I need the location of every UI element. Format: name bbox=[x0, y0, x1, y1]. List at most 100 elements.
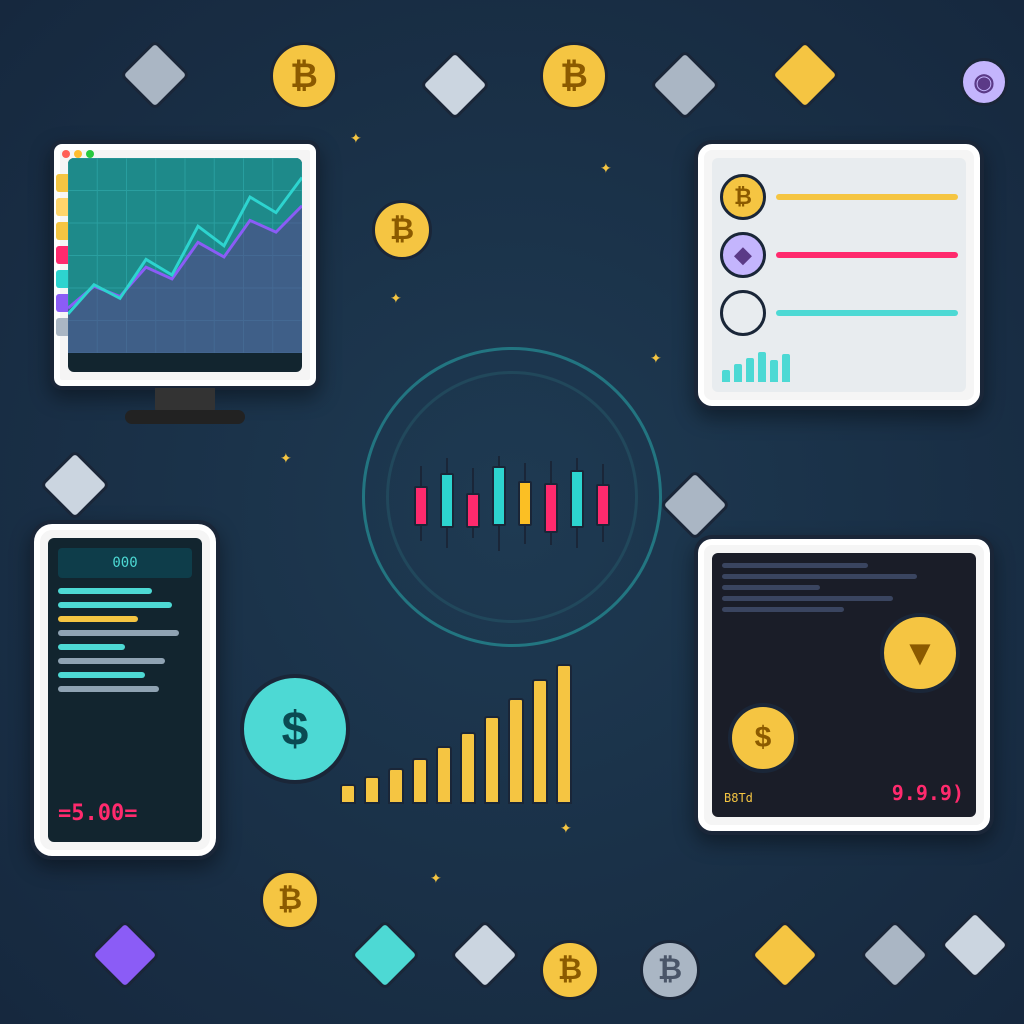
tablet2-text-line bbox=[722, 596, 893, 601]
window-controls bbox=[62, 150, 94, 158]
candle bbox=[414, 466, 428, 541]
coin-large-icon: ▼ bbox=[880, 613, 960, 693]
candle bbox=[544, 461, 558, 545]
mini-bar bbox=[758, 352, 766, 382]
bar bbox=[412, 758, 428, 804]
sparkle-icon: ✦ bbox=[650, 350, 662, 367]
dot-close-icon bbox=[62, 150, 70, 158]
tablet1-screen: ₿ ◆ bbox=[712, 158, 966, 392]
phone-header: 000 bbox=[58, 548, 192, 578]
coin-icon: ₿ bbox=[372, 200, 432, 260]
candle bbox=[570, 458, 584, 548]
desktop-monitor bbox=[50, 140, 320, 390]
sparkle-icon: ✦ bbox=[430, 870, 442, 887]
coin-list-row: ₿ bbox=[712, 168, 966, 226]
dot-min-icon bbox=[74, 150, 82, 158]
dollar-badge-icon: $ bbox=[240, 674, 350, 784]
cube-icon bbox=[650, 50, 721, 121]
phone-text-line bbox=[58, 644, 125, 650]
coin-list: ₿ ◆ bbox=[712, 158, 966, 342]
phone-price-value: =5.00= bbox=[58, 801, 137, 826]
sparkle-icon: ✦ bbox=[600, 160, 612, 177]
tablet2-price: 9.9.9) bbox=[892, 781, 964, 805]
tablet2-text-line bbox=[722, 563, 868, 568]
mini-bar-chart bbox=[722, 342, 790, 382]
mini-bar bbox=[746, 358, 754, 382]
phone-text-lines bbox=[58, 588, 192, 692]
coin-icon: ₿ bbox=[270, 42, 338, 110]
cube-icon bbox=[350, 920, 421, 991]
phone-text-line bbox=[58, 672, 145, 678]
bar bbox=[340, 784, 356, 804]
coin-list-row bbox=[712, 284, 966, 342]
sparkle-icon: ✦ bbox=[350, 130, 362, 147]
phone-screen: 000 =5.00= bbox=[48, 538, 202, 842]
tablet2-screen: ▼ $ B8Td 9.9.9) bbox=[712, 553, 976, 817]
phone-text-line bbox=[58, 588, 152, 594]
row-bar bbox=[776, 252, 958, 258]
cube-icon bbox=[90, 920, 161, 991]
cube-icon bbox=[860, 920, 931, 991]
coin-icon: ◆ bbox=[720, 232, 766, 278]
cube-icon bbox=[40, 450, 111, 521]
dollar-coin-icon: $ bbox=[728, 703, 798, 773]
tablet2-label: B8Td bbox=[724, 791, 753, 805]
sparkle-icon: ✦ bbox=[390, 290, 402, 307]
tablet2-text-lines bbox=[722, 563, 966, 612]
coin-icon: ₿ bbox=[260, 870, 320, 930]
cube-icon bbox=[120, 40, 191, 111]
candle bbox=[440, 458, 454, 548]
cube-icon bbox=[450, 920, 521, 991]
coin-icon: ◉ bbox=[960, 58, 1008, 106]
bar bbox=[436, 746, 452, 804]
cube-icon bbox=[770, 40, 841, 111]
tablet2-text-line bbox=[722, 574, 917, 579]
mini-bar bbox=[770, 360, 778, 382]
bar bbox=[364, 776, 380, 804]
bar bbox=[484, 716, 500, 804]
phone-text-line bbox=[58, 630, 179, 636]
candlestick-chart bbox=[414, 413, 610, 593]
bar bbox=[460, 732, 476, 804]
row-bar bbox=[776, 310, 958, 316]
coin-icon: ₿ bbox=[540, 42, 608, 110]
candle bbox=[518, 463, 532, 544]
row-bar bbox=[776, 194, 958, 200]
dot-max-icon bbox=[86, 150, 94, 158]
growth-bar-chart bbox=[340, 664, 572, 804]
bar bbox=[388, 768, 404, 804]
cube-icon bbox=[940, 910, 1011, 981]
phone-text-line bbox=[58, 602, 172, 608]
line-area-chart bbox=[68, 158, 302, 353]
mini-bar bbox=[782, 354, 790, 382]
tablet-bottom-right: ▼ $ B8Td 9.9.9) bbox=[694, 535, 994, 835]
monitor-screen bbox=[68, 158, 302, 372]
infographic-canvas: ₿ ◆ 000 =5.00= ▼ $ B8Td 9.9.9) bbox=[0, 0, 1024, 1024]
candle bbox=[596, 464, 610, 542]
phone-text-line bbox=[58, 658, 165, 664]
bar bbox=[532, 679, 548, 804]
phone-text-line bbox=[58, 686, 159, 692]
coin-icon bbox=[720, 290, 766, 336]
cube-icon bbox=[420, 50, 491, 121]
bar bbox=[508, 698, 524, 804]
tablet2-text-line bbox=[722, 585, 820, 590]
sparkle-icon: ✦ bbox=[280, 450, 292, 467]
cube-icon bbox=[660, 470, 731, 541]
coin-icon: ₿ bbox=[540, 940, 600, 1000]
phone-header-value: 000 bbox=[112, 555, 137, 571]
coin-icon: ₿ bbox=[720, 174, 766, 220]
coin-icon: ₿ bbox=[640, 940, 700, 1000]
mini-bar bbox=[734, 364, 742, 382]
smartphone: 000 =5.00= bbox=[30, 520, 220, 860]
candle bbox=[466, 468, 480, 538]
coin-list-row: ◆ bbox=[712, 226, 966, 284]
cube-icon bbox=[750, 920, 821, 991]
candlestick-ring bbox=[362, 347, 662, 647]
tablet2-text-line bbox=[722, 607, 844, 612]
candle bbox=[492, 456, 506, 551]
sparkle-icon: ✦ bbox=[560, 820, 572, 837]
mini-bar bbox=[722, 370, 730, 382]
phone-text-line bbox=[58, 616, 138, 622]
tablet-top-right: ₿ ◆ bbox=[694, 140, 984, 410]
